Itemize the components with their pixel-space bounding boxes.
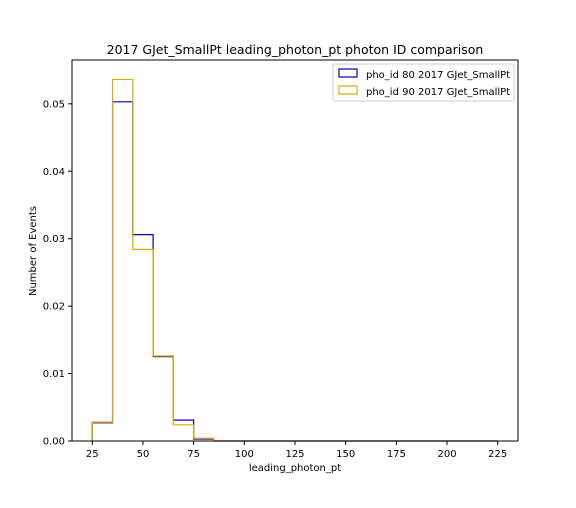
x-axis-ticks: 25 50 75 100 125 150 175 200 225 <box>86 441 507 460</box>
x-tick-label: 125 <box>285 449 304 460</box>
x-tick-label: 50 <box>137 449 150 460</box>
x-tick-label: 175 <box>387 449 406 460</box>
legend: pho_id 80 2017 GJet_SmallPt pho_id 90 20… <box>332 63 515 102</box>
x-tick-label: 150 <box>336 449 355 460</box>
legend-box <box>332 63 515 102</box>
y-axis-ticks: 0.00 0.01 0.02 0.03 0.04 0.05 <box>43 99 72 448</box>
legend-swatch-pho-id-80 <box>338 68 358 78</box>
x-axis-label: leading_photon_pt <box>249 463 341 474</box>
y-axis-label: Number of Events <box>28 206 39 296</box>
y-tick-label: 0.04 <box>43 167 65 178</box>
x-tick-label: 25 <box>86 449 99 460</box>
chart-title: 2017 GJet_SmallPt leading_photon_pt phot… <box>107 42 484 57</box>
x-tick-label: 75 <box>187 449 200 460</box>
legend-swatch-pho-id-90 <box>338 85 358 95</box>
y-tick-label: 0.00 <box>43 437 65 448</box>
x-tick-label: 225 <box>488 449 507 460</box>
legend-label-pho-id-80: pho_id 80 2017 GJet_SmallPt <box>366 70 510 81</box>
x-tick-label: 100 <box>235 449 254 460</box>
x-tick-label: 200 <box>437 449 456 460</box>
y-tick-label: 0.03 <box>43 234 65 245</box>
y-tick-label: 0.05 <box>43 99 65 110</box>
y-tick-label: 0.01 <box>43 369 65 380</box>
y-tick-label: 0.02 <box>43 302 65 313</box>
legend-label-pho-id-90: pho_id 90 2017 GJet_SmallPt <box>366 87 510 98</box>
